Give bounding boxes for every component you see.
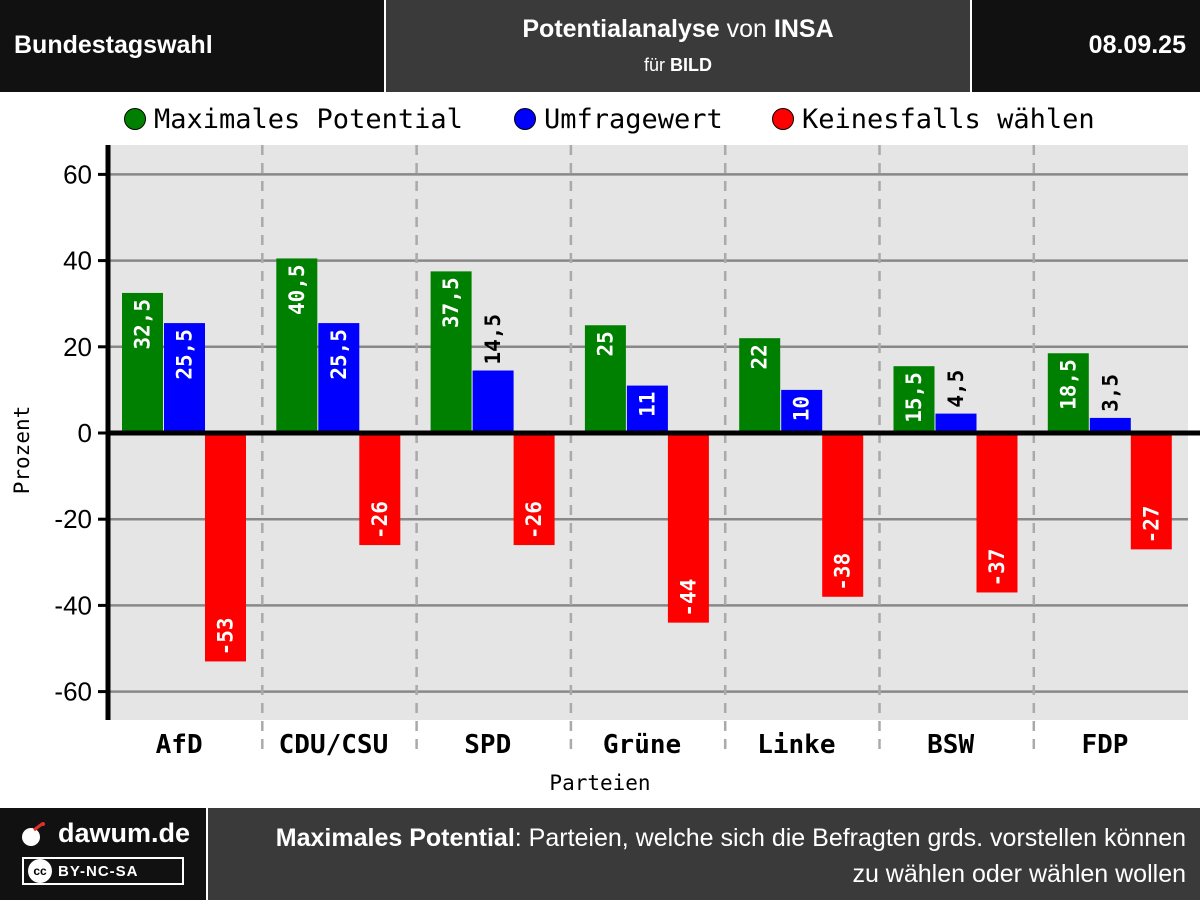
data-label: 18,5 (1056, 359, 1080, 410)
data-label: -26 (522, 501, 546, 539)
data-label: -38 (831, 553, 855, 591)
title-analysis: Potentialanalyse (522, 15, 720, 43)
bar (164, 323, 205, 433)
header-center: Potentialanalyse von INSA für BILD (386, 0, 970, 92)
bar (584, 325, 626, 433)
bar (1130, 433, 1172, 550)
data-label: 14,5 (481, 314, 505, 365)
legend-label-umfrage: Umfragewert (544, 103, 723, 135)
dawum-logo-icon (22, 822, 45, 846)
y-tick-label: -20 (54, 504, 92, 534)
bar (318, 323, 360, 433)
bar (430, 271, 472, 433)
x-axis-title: Parteien (549, 771, 650, 795)
legend-item-umfrage: Umfragewert (514, 100, 723, 138)
bar (626, 385, 668, 433)
y-tick-label: 40 (63, 246, 92, 276)
bar (122, 292, 163, 433)
data-label: -53 (214, 617, 238, 655)
bar (1089, 417, 1131, 433)
bar (205, 433, 246, 662)
bar (935, 413, 977, 433)
bar (781, 389, 823, 433)
data-label: 10 (790, 396, 814, 421)
legend: Maximales Potential Umfragewert Keinesfa… (0, 100, 1200, 140)
footnote-text: Maximales Potential: Parteien, welche si… (266, 820, 1186, 892)
data-label: 37,5 (439, 277, 463, 328)
data-label: 25,5 (327, 329, 351, 380)
cc-icon: cc (28, 859, 52, 883)
data-label: 11 (635, 392, 659, 417)
y-axis-title: Prozent (10, 406, 34, 495)
data-label: 22 (748, 344, 772, 369)
x-tick-label: FDP (1081, 730, 1128, 760)
y-tick-label: 20 (63, 332, 92, 362)
license-badge: cc BY-NC-SA (22, 857, 184, 885)
title-von: von (719, 15, 774, 43)
footnote-term: Maximales Potential (275, 824, 515, 852)
data-label: 25 (593, 331, 617, 356)
x-tick-label: SPD (464, 730, 511, 760)
legend-label-keinesfalls: Keinesfalls wählen (802, 103, 1095, 135)
data-label: -37 (985, 549, 1009, 587)
y-tick-label: 60 (63, 159, 92, 189)
bar (513, 433, 555, 546)
x-tick-label: BSW (927, 730, 974, 760)
legend-label-potential: Maximales Potential (154, 103, 463, 135)
bar (667, 433, 709, 623)
brand-name: dawum.de (58, 818, 191, 848)
data-label: -26 (368, 501, 392, 539)
data-label: 15,5 (902, 372, 926, 423)
footer-brand: dawum.de cc BY-NC-SA (0, 808, 206, 900)
data-label: 25,5 (173, 329, 197, 380)
y-tick-label: -40 (54, 590, 92, 620)
x-tick-label: AfD (156, 730, 203, 760)
header-right: 08.09.25 (972, 0, 1200, 92)
bar (1047, 353, 1089, 433)
legend-marker-potential (124, 108, 146, 130)
legend-marker-keinesfalls (772, 108, 794, 130)
footnote-definition: : Parteien, welche sich die Befragten gr… (514, 824, 1186, 888)
data-label: 32,5 (131, 299, 155, 350)
license-text: BY-NC-SA (58, 862, 139, 880)
subtitle-prefix: für (643, 55, 670, 75)
subtitle-client: BILD (670, 55, 712, 75)
y-tick-label: -60 (54, 677, 92, 707)
x-tick-label: Linke (757, 730, 835, 760)
footer-note: Maximales Potential: Parteien, welche si… (208, 808, 1200, 900)
data-label: 40,5 (285, 264, 309, 315)
title-institute: INSA (773, 15, 834, 43)
x-tick-label: CDU/CSU (279, 730, 389, 760)
bar (359, 433, 401, 546)
bar (739, 338, 781, 433)
bar (276, 258, 318, 433)
election-label: Bundestagswahl (14, 31, 213, 59)
legend-marker-umfrage (514, 108, 536, 130)
legend-item-potential: Maximales Potential (124, 100, 463, 138)
chart-title: Potentialanalyse von INSA (386, 15, 970, 44)
header-left: Bundestagswahl (0, 0, 384, 92)
legend-item-keinesfalls: Keinesfalls wählen (772, 100, 1095, 138)
chart-subtitle: für BILD (386, 55, 970, 76)
bar (472, 370, 514, 433)
data-label: -44 (676, 579, 700, 617)
bar-chart: 32,5 25,5 -53 AfD 40,5 25,5 -26 CDU/CSU 37,5 14,5… (10, 145, 1200, 795)
data-label: 4,5 (944, 370, 968, 408)
bar (893, 366, 935, 433)
data-label: 3,5 (1098, 374, 1122, 412)
data-label: -27 (1139, 505, 1163, 543)
bar (822, 433, 864, 597)
bar (976, 433, 1018, 593)
x-tick-label: Grüne (603, 730, 681, 760)
date-label: 08.09.25 (1088, 31, 1186, 59)
y-tick-label: 0 (78, 418, 92, 448)
